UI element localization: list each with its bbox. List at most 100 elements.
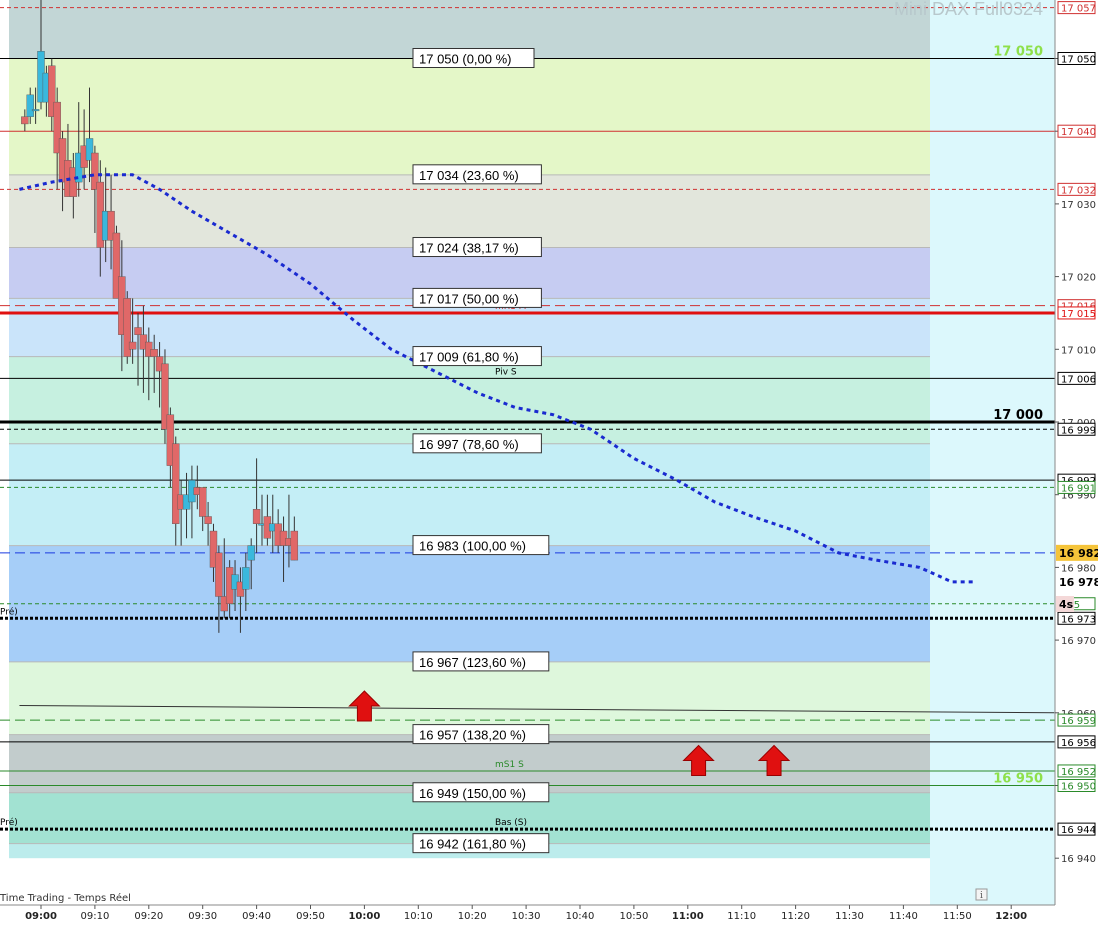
candle-body (161, 363, 169, 430)
fib-label-text: 17 024 (38,17 %) (419, 241, 519, 256)
candle-body (107, 210, 115, 241)
buy-arrow (348, 690, 381, 722)
left-tag: Pré) (0, 817, 18, 828)
candle (161, 349, 169, 444)
level-tag-text: 16 973 (1061, 614, 1096, 625)
fib-label: 17 024 (38,17 %) (412, 237, 542, 258)
level-tag-box (1057, 124, 1096, 138)
left-tag: Pré) (0, 606, 18, 617)
line-tag: Piv S (495, 367, 517, 377)
y-tick-label: 17 010 (1061, 345, 1096, 356)
level-tag-box (1057, 779, 1096, 792)
level-tag-box (1057, 422, 1096, 436)
footer-text: Time Trading - Temps Réel (0, 892, 131, 904)
countdown: 4s (1059, 598, 1074, 611)
candle (198, 487, 207, 532)
fib-label-box (412, 782, 550, 803)
candle (85, 87, 94, 183)
current-price-box (1056, 544, 1098, 561)
candle-body (134, 327, 142, 335)
fib-zone (9, 174, 930, 248)
fib-label-box (412, 287, 542, 308)
level-tag-box (1057, 1, 1096, 15)
candle-body (198, 487, 207, 517)
level-tag: 17 006 (1057, 371, 1096, 385)
candle (48, 58, 56, 132)
level-tag-text: 16 959 (1061, 716, 1096, 727)
buy-arrow (682, 744, 715, 777)
candle (172, 436, 180, 546)
level-tag-text: 17 032 (1061, 185, 1096, 196)
candle-body (247, 545, 255, 561)
level-tag-box (1057, 306, 1096, 320)
candle-body (31, 109, 40, 112)
y-tick-label: 16 940 (1061, 854, 1096, 865)
level-tag-box (1057, 735, 1096, 749)
x-tick-label: 10:10 (404, 911, 433, 922)
level-tag-text: 16 950 (1061, 782, 1096, 793)
x-tick-label: 11:20 (781, 911, 810, 922)
y-axis-panel (1055, 0, 1098, 905)
fib-label-box (412, 651, 550, 672)
y-tick-label: 17 020 (1061, 273, 1096, 284)
level-tag: 16 952 (1057, 764, 1096, 778)
fib-label-box (412, 48, 535, 68)
x-tick-label: 09:50 (296, 911, 325, 922)
level-tag: 16 999 (1057, 422, 1096, 436)
level-tag-text: 16 991 (1061, 483, 1096, 494)
y-tick-label: 16 980 (1061, 563, 1096, 574)
level-tag-box (1057, 52, 1096, 65)
candle-body (215, 552, 223, 597)
x-tick-label: 09:00 (25, 911, 57, 922)
x-tick-label: 09:30 (188, 911, 217, 922)
level-tag: 16 959 (1057, 713, 1096, 727)
big-level-label: 17 000 (993, 408, 1043, 423)
x-tick-label: 10:00 (348, 911, 380, 922)
buy-arrow (757, 744, 791, 777)
svg-text:i: i (980, 891, 983, 901)
level-tag: 16 991 (1057, 480, 1096, 494)
watermark: Mini DAX Full0324 (894, 0, 1043, 19)
fib-zone (9, 443, 930, 546)
candle (128, 298, 137, 364)
signal-arrows (348, 690, 791, 777)
last-price-text: 16 978 (1059, 576, 1098, 589)
level-tag-text: 17 050 (1061, 55, 1096, 66)
fib-label-text: 16 942 (161,80 %) (419, 837, 526, 852)
x-axis: 09:00 09:10 09:20 09:30 09:40 09:50 10:00 10:10… (25, 905, 1027, 922)
x-tick-label: 10:40 (566, 911, 595, 922)
level-tag-text: 17 006 (1061, 374, 1096, 385)
info-icon[interactable]: i (975, 888, 988, 901)
candle (107, 174, 115, 270)
fib-label-text: 17 009 (61,80 %) (419, 350, 519, 365)
big-level-label: 16 950 (993, 772, 1043, 787)
candle-body (85, 138, 94, 161)
level-tag-text: 16 952 (1061, 767, 1096, 778)
big-level-label: 17 050 (993, 45, 1043, 60)
candle (91, 145, 99, 233)
fib-label: 16 983 (100,00 %) (412, 535, 550, 556)
level-tag-box (1057, 713, 1096, 727)
fib-label-text: 17 034 (23,60 %) (419, 168, 519, 183)
candle (209, 523, 218, 582)
level-tag-text: 17 057 (1061, 4, 1096, 15)
level-tag: 17 057 (1057, 1, 1096, 15)
level-tag-box (1057, 611, 1096, 625)
fib-label-box (412, 237, 542, 258)
trend-line (19, 705, 1055, 714)
level-tag: 17 032 (1057, 182, 1096, 196)
candle (134, 312, 142, 386)
candle-body (172, 443, 180, 524)
level-tag: 17 015 (1057, 306, 1096, 320)
candle (252, 458, 261, 553)
fib-label-text: 17 050 (0,00 %) (419, 52, 512, 67)
candle (290, 516, 299, 561)
x-tick-label: 12:00 (995, 911, 1027, 922)
x-tick-label: 11:00 (672, 911, 704, 922)
fib-label: 17 050 (0,00 %) (412, 48, 535, 68)
fib-label-box (412, 164, 542, 185)
level-tag: 16 956 (1057, 735, 1096, 749)
candle (123, 291, 131, 364)
